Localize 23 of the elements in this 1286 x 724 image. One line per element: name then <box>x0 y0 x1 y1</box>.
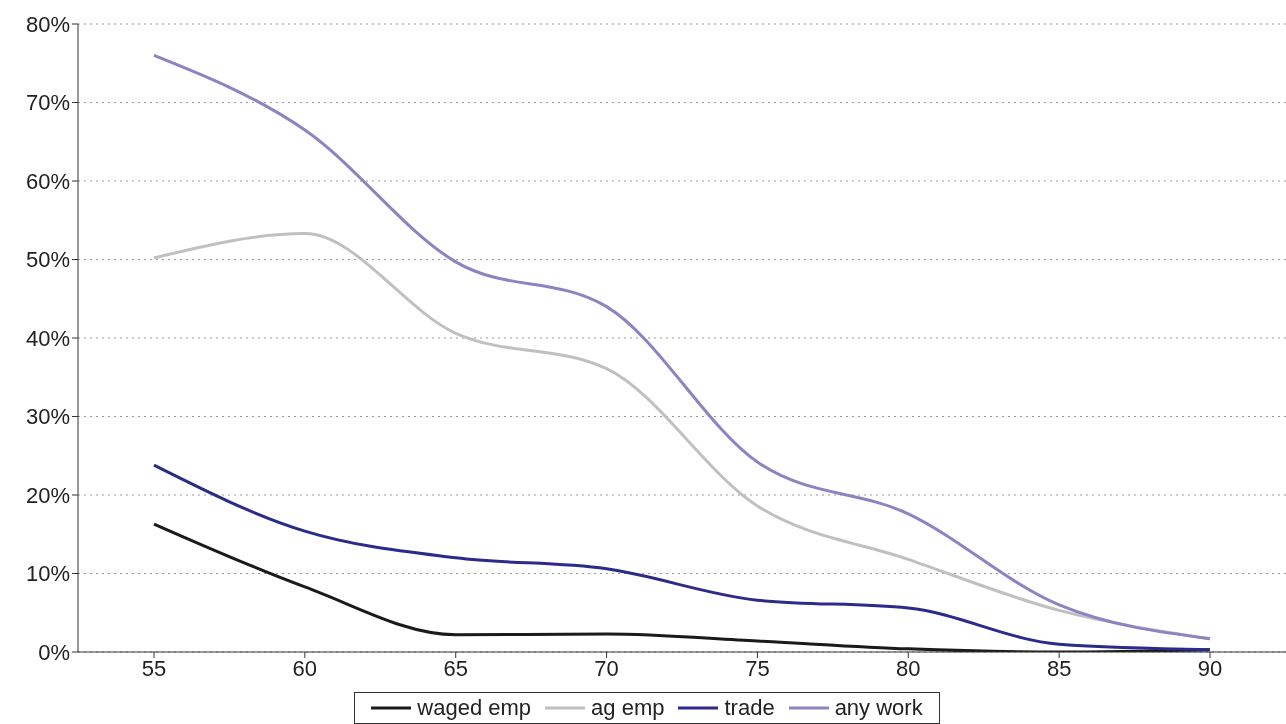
y-tick-label: 0% <box>38 639 70 665</box>
line-series <box>152 463 1212 652</box>
y-tick-label: 40% <box>25 325 70 351</box>
y-tick-label: 80% <box>25 11 70 37</box>
y-tick-label: 50% <box>25 247 70 273</box>
y-tick-label: 10% <box>25 561 70 587</box>
x-tick-label: 65 <box>443 655 468 681</box>
legend-label: waged emp <box>417 695 532 721</box>
x-tick-label: 60 <box>292 655 318 681</box>
y-tick-label: 70% <box>25 90 70 116</box>
x-tick-label: 55 <box>141 655 167 681</box>
y-tick-label: 30% <box>25 404 70 430</box>
x-tick-label: 90 <box>1197 655 1223 681</box>
x-tick-label: 75 <box>745 655 770 681</box>
legend-label: trade <box>724 695 775 721</box>
legend-label: ag emp <box>591 695 665 721</box>
line-series <box>152 53 1212 641</box>
x-tick-label: 70 <box>594 655 619 681</box>
y-tick-label: 20% <box>25 482 70 508</box>
x-tick-label: 85 <box>1046 655 1072 681</box>
y-tick-label: 60% <box>25 168 70 194</box>
legend-label: any work <box>834 695 923 721</box>
x-tick-label: 80 <box>896 655 921 681</box>
